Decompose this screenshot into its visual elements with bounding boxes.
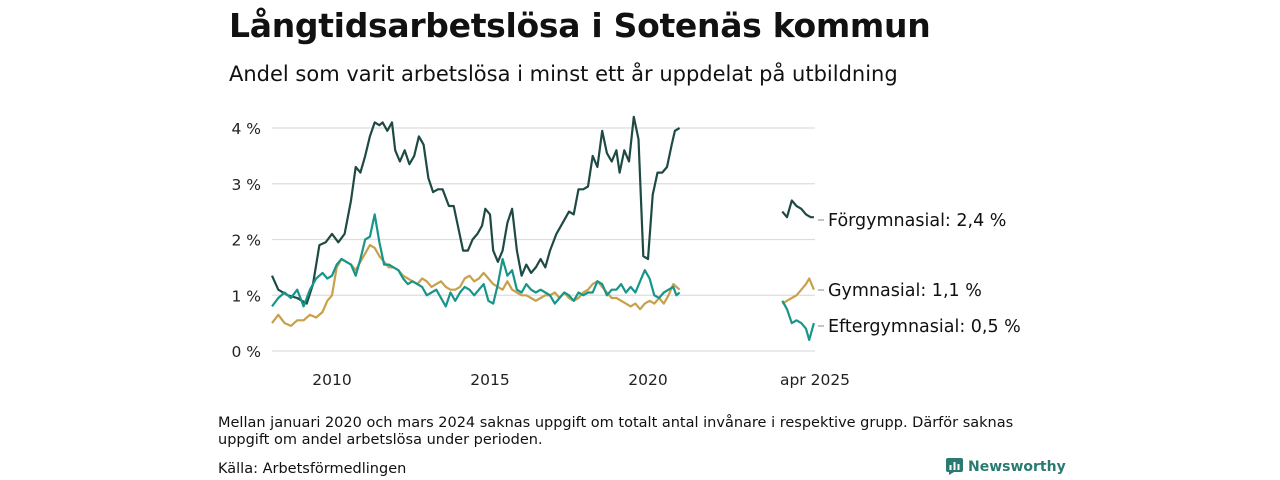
series-end-label: Gymnasial: 1,1 %: [828, 281, 982, 301]
series-line: [270, 115, 681, 305]
footnote: Mellan januari 2020 och mars 2024 saknas…: [218, 415, 1014, 448]
newsworthy-logo[interactable]: Newsworthy: [946, 458, 1066, 475]
series-end-label: Förgymnasial: 2,4 %: [828, 211, 1006, 231]
x-tick-label: 2015: [470, 371, 509, 389]
x-tick-label: apr 2025: [780, 371, 850, 389]
y-tick-label: 1 %: [231, 287, 261, 305]
x-axis-ticks: 2010 2015 2020 apr 2025: [312, 371, 850, 389]
y-axis-ticks: 0 % 1 % 2 % 3 % 4 %: [231, 120, 261, 361]
series-lines: [270, 115, 815, 341]
series-line: [271, 244, 681, 327]
series-end-label: Eftergymnasial: 0,5 %: [828, 317, 1021, 337]
source-text: Källa: Arbetsförmedlingen: [218, 461, 407, 477]
series-line: [781, 199, 814, 219]
brand-name: Newsworthy: [968, 458, 1066, 475]
chart-subtitle: Andel som varit arbetslösa i minst ett å…: [229, 62, 898, 86]
x-tick-label: 2010: [312, 371, 351, 389]
x-tick-label: 2020: [628, 371, 667, 389]
y-tick-label: 3 %: [231, 176, 261, 194]
grid-lines: [272, 127, 815, 352]
series-line: [781, 277, 815, 305]
y-tick-label: 2 %: [231, 232, 261, 250]
series-line: [271, 213, 681, 308]
chart-title: Långtidsarbetslösa i Sotenäs kommun: [229, 6, 931, 45]
y-tick-label: 4 %: [231, 120, 261, 138]
newsworthy-icon: [946, 458, 963, 475]
series-end-labels: Förgymnasial: 2,4 % Gymnasial: 1,1 % Efter…: [818, 211, 1021, 337]
y-tick-label: 0 %: [231, 343, 261, 361]
series-line: [781, 300, 815, 341]
